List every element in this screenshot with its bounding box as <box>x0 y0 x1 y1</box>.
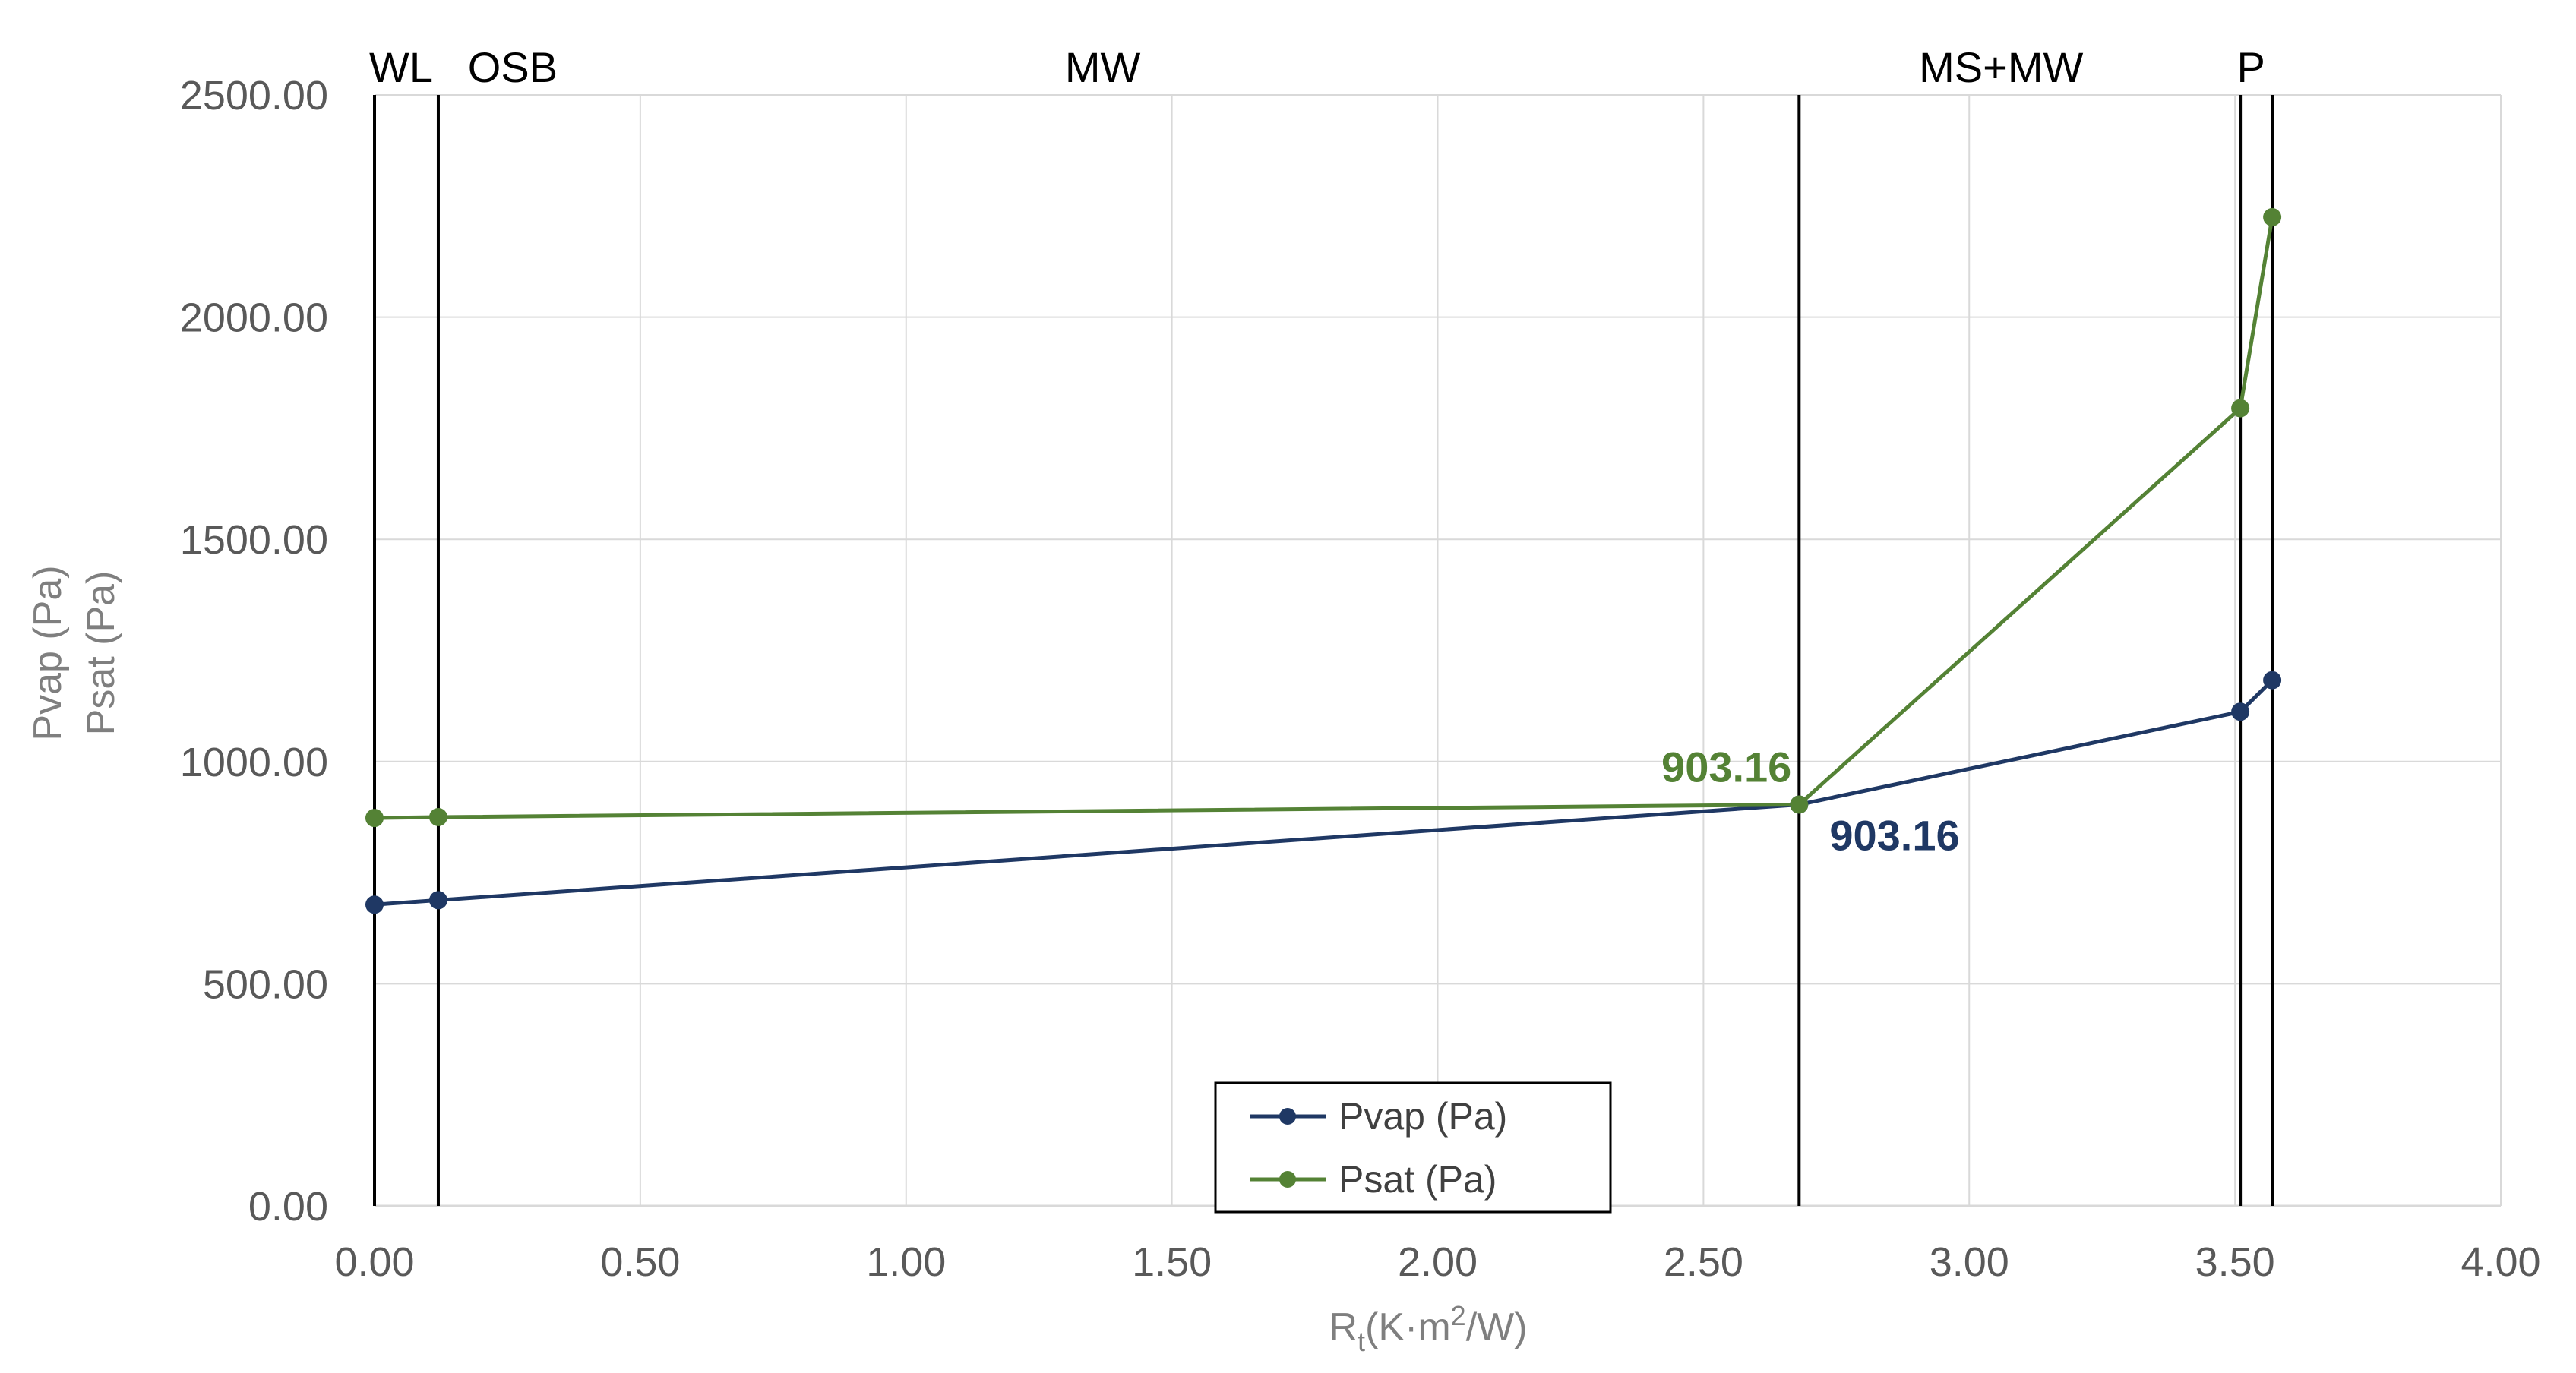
data-point-psat-pa-3 <box>2231 399 2250 418</box>
layer-label-p: P <box>2236 43 2265 91</box>
y-axis-label-line-1: Pvap (Pa) <box>26 565 70 740</box>
layer-label-osb: OSB <box>468 43 558 91</box>
x-tick-label-2: 1.00 <box>866 1239 946 1285</box>
x-tick-label-5: 2.50 <box>1664 1239 1743 1285</box>
x-axis-label-subscript: t <box>1358 1326 1365 1357</box>
data-point-psat-pa-4 <box>2263 207 2282 226</box>
y-tick-label-5: 2500.00 <box>180 73 328 118</box>
x-tick-label-3: 1.50 <box>1132 1239 1212 1285</box>
x-tick-label-8: 4.00 <box>2461 1239 2540 1285</box>
y-tick-label-4: 2000.00 <box>180 295 328 341</box>
legend-box <box>1214 1081 1612 1214</box>
data-point-pvap-pa-1 <box>428 891 447 910</box>
x-tick-label-6: 3.00 <box>1930 1239 2009 1285</box>
data-point-pvap-pa-4 <box>2263 671 2282 690</box>
x-tick-label-0: 0.00 <box>334 1239 414 1285</box>
data-label-0: 903.16 <box>1661 743 1791 791</box>
legend-label-pvap: Pvap (Pa) <box>1339 1095 1507 1138</box>
layer-boundaries <box>373 95 2274 1206</box>
data-annotations: 903.16 903.16 <box>1661 743 1960 859</box>
y-tick-label-2: 1000.00 <box>180 740 328 785</box>
data-point-pvap-pa-3 <box>2231 702 2250 721</box>
series-lines <box>365 207 2282 914</box>
data-point-psat-pa-2 <box>1790 795 1809 814</box>
y-tick-label-1: 500.00 <box>203 961 328 1007</box>
x-axis-ticks: 0.00 0.50 1.00 1.50 2.00 2.50 3.00 3.50 4.00 <box>334 1239 2540 1285</box>
y-tick-label-3: 1500.00 <box>180 517 328 563</box>
layer-label-wl: WL <box>369 43 433 91</box>
x-axis-label-superscript: 2 <box>1451 1300 1466 1331</box>
x-axis-label-rest: (K·m <box>1365 1305 1451 1349</box>
legend: Pvap (Pa) Psat (Pa) <box>1214 1081 1612 1214</box>
x-axis-label-end: /W) <box>1466 1305 1528 1349</box>
layer-label-mw: MW <box>1065 43 1141 91</box>
legend-marker-pvap <box>1279 1108 1296 1125</box>
data-point-pvap-pa-0 <box>365 895 384 914</box>
x-tick-label-4: 2.00 <box>1398 1239 1478 1285</box>
x-tick-label-7: 3.50 <box>2195 1239 2275 1285</box>
x-axis-label: Rt(K·m2/W) <box>1329 1300 1527 1357</box>
legend-marker-psat <box>1279 1171 1296 1188</box>
layer-label-ms-mw: MS+MW <box>1919 43 2083 91</box>
x-tick-label-1: 0.50 <box>600 1239 680 1285</box>
layer-labels: WL OSB MW MS+MW P <box>369 43 2265 91</box>
legend-label-psat: Psat (Pa) <box>1339 1158 1497 1201</box>
y-axis-ticks: 0.00 500.00 1000.00 1500.00 2000.00 2500.00 <box>180 73 328 1229</box>
y-tick-label-0: 0.00 <box>248 1184 328 1229</box>
data-point-psat-pa-0 <box>365 809 384 828</box>
data-point-psat-pa-1 <box>428 807 447 826</box>
x-axis-label-main: R <box>1329 1305 1358 1349</box>
data-label-1: 903.16 <box>1829 811 1959 859</box>
y-axis-label-line-2: Psat (Pa) <box>79 571 123 736</box>
